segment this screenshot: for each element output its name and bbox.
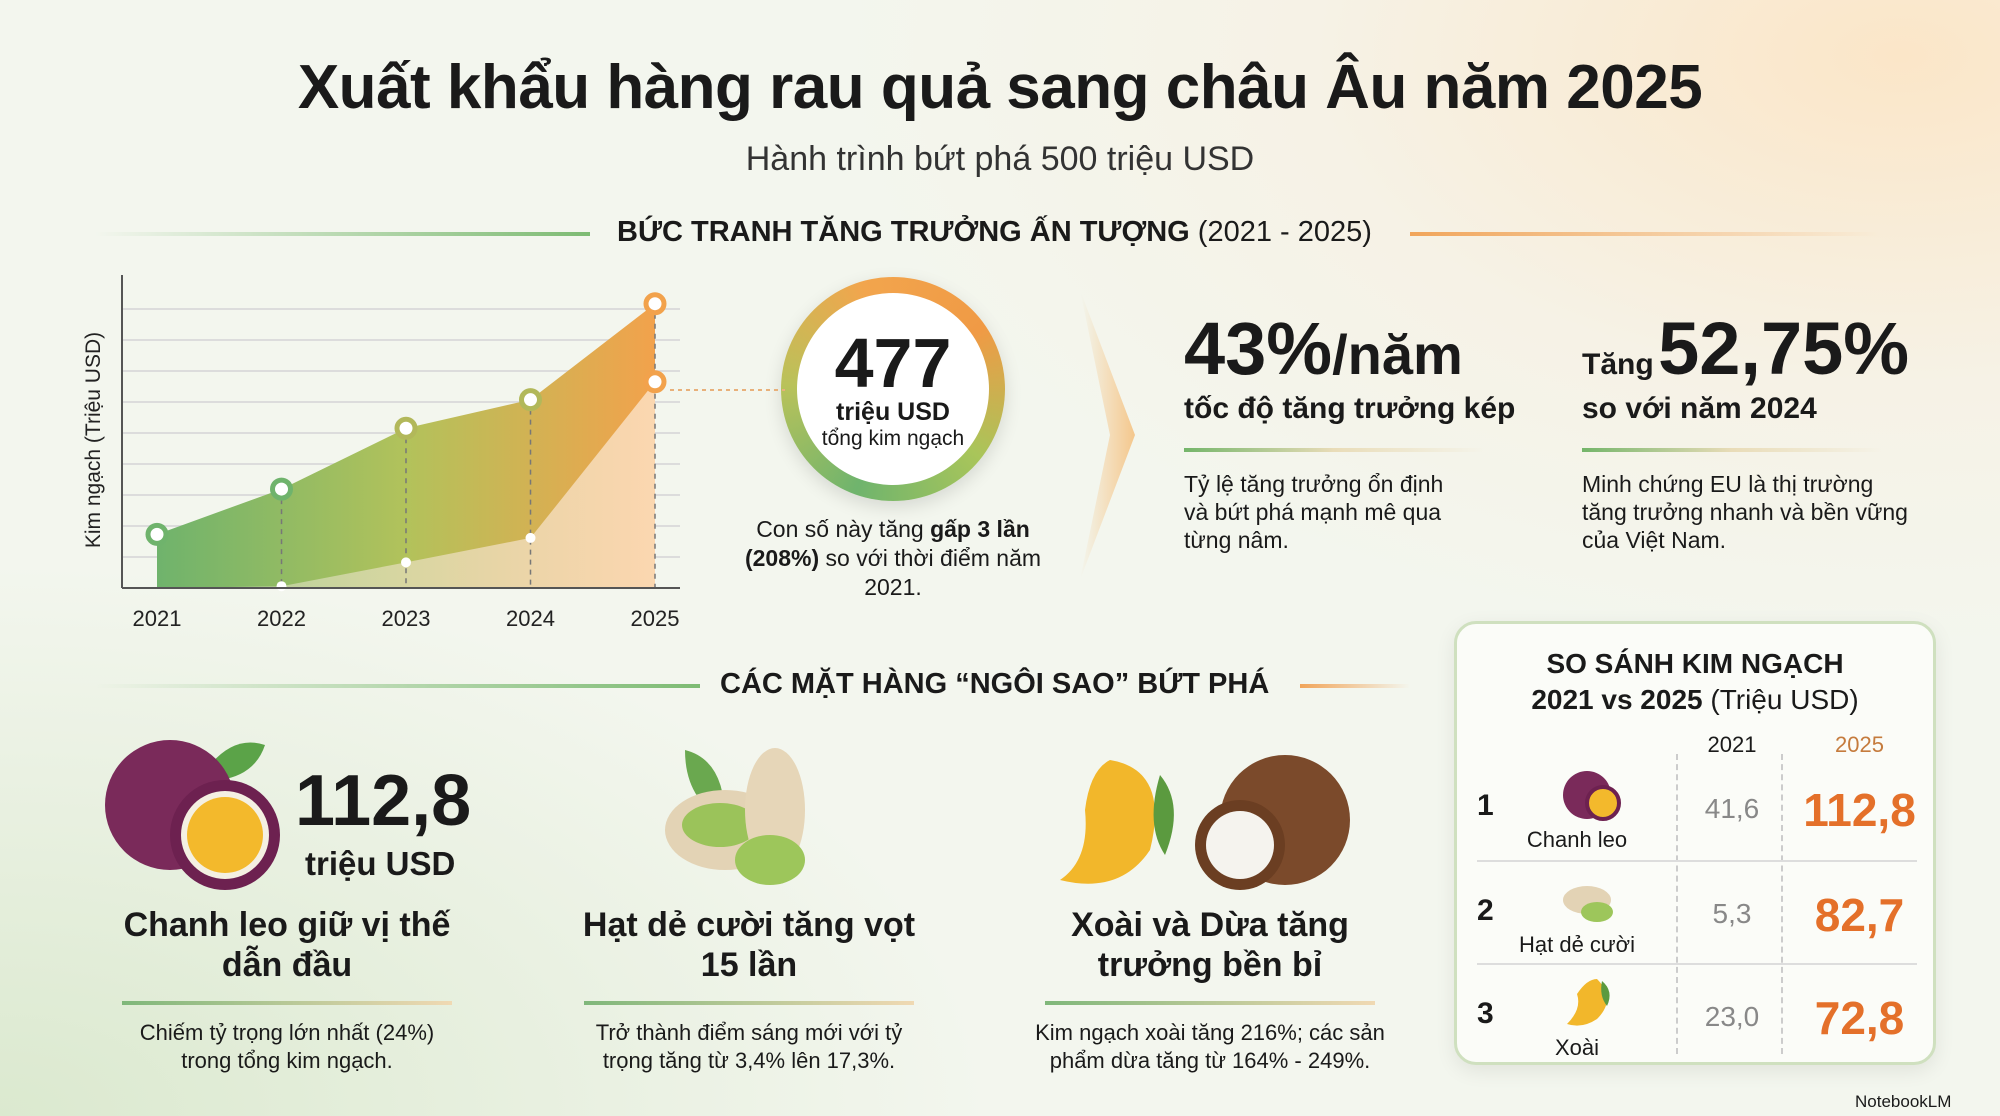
cagr-label: tốc độ tăng trưởng kép bbox=[1184, 392, 1516, 425]
cagr-value: 43% bbox=[1184, 307, 1333, 390]
yoy-stat: Tăng 52,75% so với năm 2024 Minh chứng E… bbox=[1582, 312, 1922, 554]
mango-icon bbox=[1567, 979, 1610, 1026]
yoy-prefix: Tăng bbox=[1582, 348, 1654, 381]
passion-fruit-icon bbox=[1563, 771, 1621, 821]
notebooklm-watermark: NotebookLM bbox=[1855, 1092, 1952, 1111]
connector-line bbox=[670, 389, 785, 391]
product-name: Chanh leo bbox=[1526, 827, 1628, 852]
x-tick-label: 2022 bbox=[257, 606, 306, 631]
pistachio-icon bbox=[1563, 886, 1613, 922]
pistachio-icon bbox=[665, 748, 805, 885]
col-header-2021: 2021 bbox=[1707, 732, 1757, 757]
passion-fruit-value: 112,8 bbox=[295, 761, 472, 841]
series-area-total bbox=[157, 303, 655, 588]
section-heading-bold: BỨC TRANH TĂNG TRƯỞNG ẤN TƯỢNG bbox=[617, 216, 1190, 248]
total-value: 477 bbox=[834, 323, 952, 402]
divider bbox=[1300, 684, 1410, 688]
mango-coconut-icon bbox=[1060, 755, 1350, 890]
yoy-label: so với năm 2024 bbox=[1582, 392, 1817, 425]
growth-area-chart: 2021 2022 2023 2024 2025 Kim ngạch (Triệu USD… bbox=[82, 275, 680, 631]
value-2025: 82,7 bbox=[1814, 889, 1905, 941]
table-title: SO SÁNH KIM NGẠCH 2021 vs 2025 (Triệu USD… bbox=[1531, 648, 1859, 715]
product-name: Xoài bbox=[1554, 1035, 1600, 1060]
data-point-secondary bbox=[643, 370, 667, 394]
data-point-total bbox=[394, 416, 418, 440]
comparison-table: SO SÁNH KIM NGẠCH 2021 vs 2025 (Triệu USD… bbox=[1454, 621, 1936, 1065]
card-desc: Kim ngạch xoài tăng 216%; các sản phẩm d… bbox=[1035, 1020, 1385, 1073]
data-point-total bbox=[145, 522, 169, 546]
table-row: 2 Hạt dẻ cười 5,3 82,7 bbox=[1477, 860, 1917, 963]
col-header-2025: 2025 bbox=[1835, 732, 1884, 757]
total-caption: Con số này tăng gấp 3 lần (208%) so với t… bbox=[744, 516, 1042, 600]
value-2021: 41,6 bbox=[1704, 793, 1760, 824]
total-value-ring: 477 triệu USD tổng kim ngạch bbox=[781, 277, 1005, 501]
passion-fruit-icon bbox=[105, 740, 280, 890]
data-point-total bbox=[643, 292, 667, 316]
x-tick-label: 2021 bbox=[133, 606, 182, 631]
value-2025: 72,8 bbox=[1814, 992, 1905, 1044]
data-point-total bbox=[270, 477, 293, 501]
total-label: tổng kim ngạch bbox=[821, 426, 965, 450]
divider bbox=[1410, 232, 1880, 236]
divider bbox=[95, 684, 700, 688]
section-heading-stars: CÁC MẶT HÀNG “NGÔI SAO” BỨT PHÁ bbox=[720, 668, 1270, 700]
card-title: Xoài và Dừa tăng trưởng bền bỉ bbox=[1071, 906, 1349, 984]
card-pistachio: Hạt dẻ cười tăng vọt 15 lần Trở thành đi… bbox=[574, 905, 924, 1075]
table-row: 1 Chanh leo 41,6 112,8 bbox=[1477, 757, 1917, 860]
value-2021: 23,0 bbox=[1704, 1001, 1760, 1032]
yoy-value: 52,75% bbox=[1658, 307, 1910, 390]
product-name: Hạt dẻ cười bbox=[1519, 932, 1635, 957]
section-heading-years: (2021 - 2025) bbox=[1197, 216, 1372, 248]
cagr-stat: 43%/năm tốc độ tăng trưởng kép Tỷ lệ tăn… bbox=[1184, 312, 1515, 554]
yoy-desc: Minh chứng EU là thị trường tăng trưởng … bbox=[1582, 471, 1908, 553]
page-subtitle: Hành trình bứt phá 500 triệu USD bbox=[745, 140, 1255, 178]
card-passion-fruit: Chanh leo giữ vị thế dẫn đầu Chiếm tỷ tr… bbox=[112, 905, 462, 1075]
cagr-desc: Tỷ lệ tăng trưởng ổn định và bứt phá mạn… bbox=[1184, 471, 1444, 553]
x-tick-label: 2025 bbox=[631, 606, 680, 631]
section-heading-growth: BỨC TRANH TĂNG TRƯỞNG ẤN TƯỢNG (2021 - 2… bbox=[617, 216, 1372, 249]
card-title: Chanh leo giữ vị thế dẫn đầu bbox=[123, 906, 451, 984]
page-title: Xuất khẩu hàng rau quả sang châu Âu năm … bbox=[297, 53, 1703, 122]
data-point-secondary bbox=[276, 581, 287, 592]
card-desc: Trở thành điểm sáng mới với tỷ trọng tăn… bbox=[595, 1020, 903, 1073]
divider bbox=[95, 232, 590, 236]
x-tick-label: 2024 bbox=[506, 606, 555, 631]
x-tick-label: 2023 bbox=[382, 606, 431, 631]
value-2025: 112,8 bbox=[1803, 784, 1916, 836]
y-axis-label: Kim ngạch (Triệu USD) bbox=[82, 332, 105, 548]
card-desc: Chiếm tỷ trọng lớn nhất (24%) trong tổng… bbox=[139, 1020, 435, 1073]
data-point-secondary bbox=[401, 557, 411, 568]
data-point-secondary bbox=[525, 532, 536, 543]
data-point-total bbox=[519, 388, 542, 412]
value-2021: 5,3 bbox=[1712, 898, 1752, 929]
series-area-secondary bbox=[157, 381, 655, 588]
table-row: 3 Xoài 23,0 72,8 bbox=[1477, 963, 1917, 1066]
card-title: Hạt dẻ cười tăng vọt 15 lần bbox=[582, 906, 916, 984]
total-unit: triệu USD bbox=[836, 397, 950, 426]
chevron-right-icon bbox=[1080, 290, 1135, 580]
card-mango-coconut: Xoài và Dừa tăng trưởng bền bỉ Kim ngạch… bbox=[1020, 905, 1400, 1075]
cagr-suffix: /năm bbox=[1332, 323, 1463, 386]
passion-fruit-unit: triệu USD bbox=[305, 845, 456, 882]
